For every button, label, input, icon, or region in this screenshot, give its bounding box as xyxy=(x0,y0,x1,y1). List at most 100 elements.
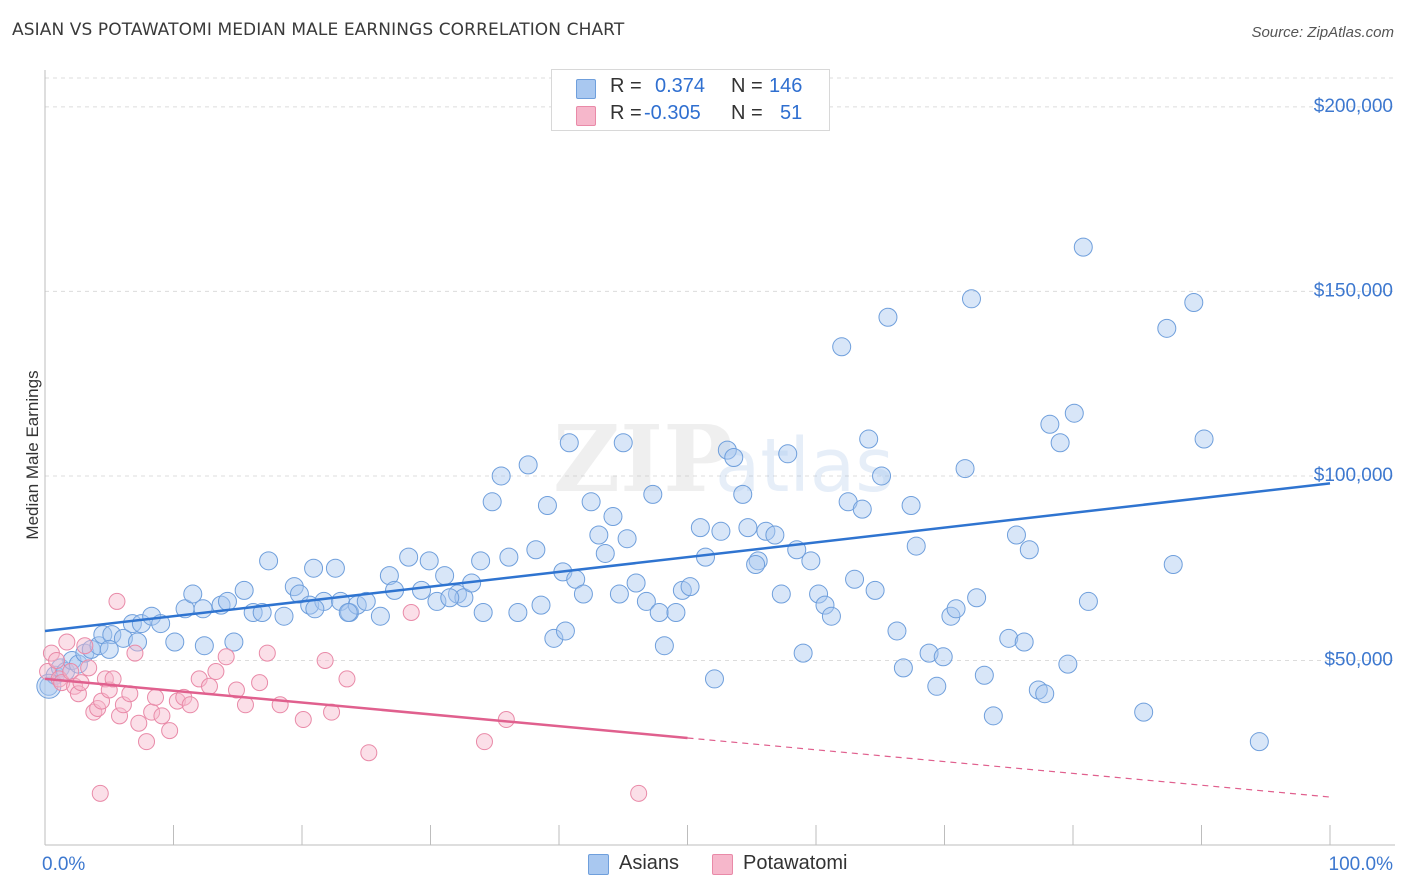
asians-points xyxy=(36,237,1269,752)
asians-point xyxy=(499,547,519,567)
asians-point xyxy=(748,551,768,571)
asians-point xyxy=(1184,293,1204,312)
asians-point xyxy=(1078,591,1098,611)
asians-point xyxy=(435,566,455,586)
asians-trendline xyxy=(44,482,1331,633)
asians-n-label: N = xyxy=(731,75,763,97)
chart-title: ASIAN VS POTAWATOMI MEDIAN MALE EARNINGS… xyxy=(12,20,625,40)
asians-point xyxy=(325,558,345,578)
potawatomi-point xyxy=(630,784,648,802)
asians-point xyxy=(859,429,879,449)
asians-n-value: 146 xyxy=(769,75,803,97)
asians-point xyxy=(1040,414,1060,434)
asians-point xyxy=(304,558,324,578)
asians-point xyxy=(919,643,939,663)
potawatomi-point xyxy=(402,604,420,621)
asians-r-label: R = xyxy=(610,75,642,97)
potawatomi-point xyxy=(130,714,148,732)
asians-point xyxy=(482,492,502,512)
asians-point xyxy=(893,658,913,678)
legend-row-potawatomi: R = -0.305 N = 51 xyxy=(552,102,829,128)
asians-point xyxy=(259,551,279,571)
potawatomi-point xyxy=(316,651,334,669)
potawatomi-point xyxy=(181,696,199,714)
asians-point xyxy=(852,499,872,519)
bottom-asians-swatch xyxy=(588,854,609,875)
asians-point xyxy=(491,466,511,486)
asians-point xyxy=(815,595,835,615)
asians-point xyxy=(1134,702,1154,722)
asians-point xyxy=(1014,632,1034,652)
asians-point xyxy=(518,455,538,475)
asians-point xyxy=(878,307,898,327)
asians-point xyxy=(613,433,633,453)
potawatomi-point xyxy=(236,696,254,714)
watermark: ZIP atlas xyxy=(553,405,894,513)
potawatomi-point xyxy=(108,592,126,610)
asians-point xyxy=(183,584,203,604)
x-tick-label-start: 0.0% xyxy=(42,854,85,875)
asians-point xyxy=(1006,525,1026,545)
potawatomi-point xyxy=(58,633,76,651)
asians-point xyxy=(589,525,609,545)
y-tick-label: $150,000 xyxy=(1314,280,1393,301)
asians-point xyxy=(733,484,753,504)
asians-point xyxy=(680,577,700,597)
asians-point xyxy=(454,588,474,608)
asians-point xyxy=(379,566,399,586)
potawatomi-point xyxy=(217,648,235,666)
asians-point xyxy=(99,639,119,659)
asians-point xyxy=(338,603,358,622)
source-credit: Source: ZipAtlas.com xyxy=(1251,24,1394,41)
asians-point xyxy=(711,521,731,541)
asians-point xyxy=(771,584,791,604)
asians-point xyxy=(555,621,575,641)
asians-point xyxy=(573,584,593,604)
potawatomi-point xyxy=(53,674,71,692)
asians-point xyxy=(906,536,926,556)
asians-point xyxy=(1249,732,1269,752)
asians-point xyxy=(559,433,579,453)
asians-point xyxy=(746,555,766,575)
asians-point xyxy=(1157,318,1177,338)
asians-point xyxy=(89,636,109,656)
asians-point xyxy=(544,628,564,648)
asians-point xyxy=(933,647,953,667)
axes xyxy=(44,70,1395,846)
asians-point xyxy=(603,507,623,527)
asians-point xyxy=(961,289,981,309)
y-tick-label: $50,000 xyxy=(1324,649,1393,670)
potawatomi-point xyxy=(227,681,245,699)
asians-point xyxy=(508,603,528,622)
correlation-legend: R = 0.374 N = 146 R = -0.305 N = 51 xyxy=(551,69,830,131)
potawatomi-point xyxy=(200,677,218,695)
potawatomi-point xyxy=(207,663,225,681)
asians-point xyxy=(872,466,892,486)
bottom-asians-label: Asians xyxy=(619,852,680,874)
asians-point xyxy=(967,588,987,608)
asians-point xyxy=(704,669,724,689)
potawatomi-point xyxy=(126,644,144,662)
asians-point xyxy=(252,603,272,622)
asians-point xyxy=(801,551,821,571)
x-tick-label-end: 100.0% xyxy=(1329,854,1394,875)
potawatomi-swatch xyxy=(576,106,596,126)
asians-point xyxy=(865,580,885,600)
bottom-potawatomi-label: Potawatomi xyxy=(743,852,848,874)
potawatomi-point xyxy=(80,659,98,677)
potawatomi-point xyxy=(147,688,165,706)
potawatomi-point xyxy=(258,644,276,662)
potawatomi-point xyxy=(475,733,493,751)
asians-point xyxy=(1035,684,1055,704)
asians-point xyxy=(643,484,663,504)
asians-point xyxy=(809,584,829,604)
potawatomi-point xyxy=(153,707,171,725)
trendlines xyxy=(44,482,1331,798)
legend-row-asians: R = 0.374 N = 146 xyxy=(552,75,829,101)
potawatomi-point xyxy=(294,711,312,729)
asians-point xyxy=(983,706,1003,726)
asians-point xyxy=(832,337,852,357)
asians-point xyxy=(626,573,646,593)
asians-point xyxy=(793,643,813,663)
